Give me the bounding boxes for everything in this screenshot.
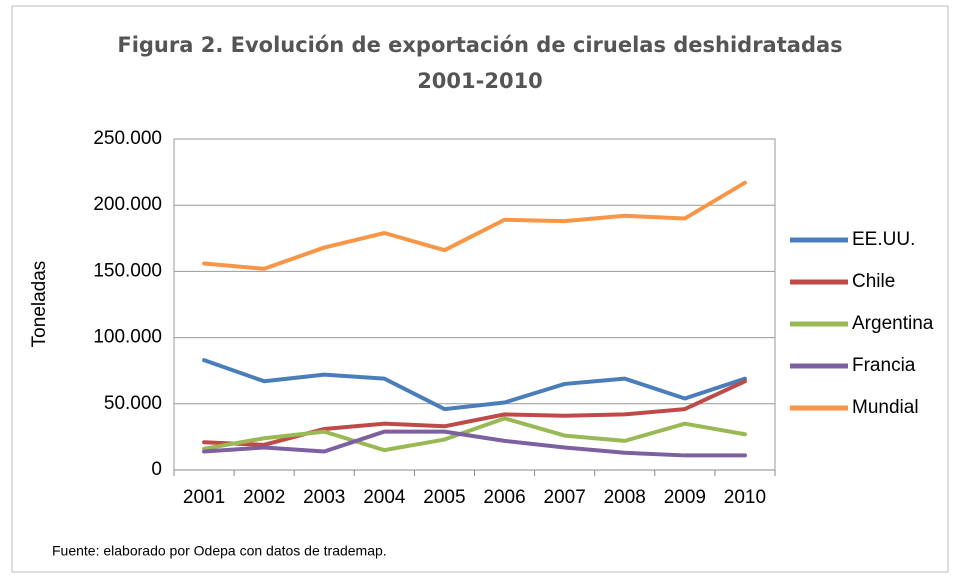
y-tick-label: 200.000 bbox=[93, 194, 162, 215]
x-tick-label: 2002 bbox=[243, 487, 285, 508]
y-tick-label: 150.000 bbox=[93, 260, 162, 281]
x-tick-label: 2003 bbox=[303, 487, 345, 508]
legend-label: Chile bbox=[852, 271, 895, 292]
line-series bbox=[202, 416, 747, 453]
legend-label: EE.UU. bbox=[852, 229, 915, 250]
x-tick-label: 2010 bbox=[724, 487, 766, 508]
y-tick-label: 100.000 bbox=[93, 327, 162, 348]
chart-frame bbox=[11, 5, 949, 573]
x-tick-label: 2007 bbox=[544, 487, 586, 508]
x-tick-label: 2008 bbox=[604, 487, 646, 508]
x-tick-label: 2006 bbox=[483, 487, 525, 508]
legend-label: Francia bbox=[852, 355, 916, 376]
source-note: Fuente: elaborado por Odepa con datos de… bbox=[52, 543, 387, 559]
legend-label: Mundial bbox=[852, 397, 919, 418]
line-series bbox=[202, 358, 747, 412]
chart-title: 2001-2010 bbox=[417, 69, 543, 93]
x-tick-label: 2009 bbox=[664, 487, 706, 508]
line-series bbox=[202, 429, 747, 458]
y-axis-label: Toneladas bbox=[29, 261, 50, 348]
legend-label: Argentina bbox=[852, 313, 934, 334]
y-tick-label: 0 bbox=[151, 459, 162, 480]
chart-title: Figura 2. Evolución de exportación de ci… bbox=[117, 33, 842, 57]
x-tick-label: 2004 bbox=[363, 487, 406, 508]
line-series bbox=[202, 180, 747, 271]
y-tick-label: 250.000 bbox=[93, 128, 162, 149]
x-tick-label: 2005 bbox=[423, 487, 465, 508]
y-tick-label: 50.000 bbox=[104, 393, 162, 414]
x-tick-label: 2001 bbox=[183, 487, 225, 508]
